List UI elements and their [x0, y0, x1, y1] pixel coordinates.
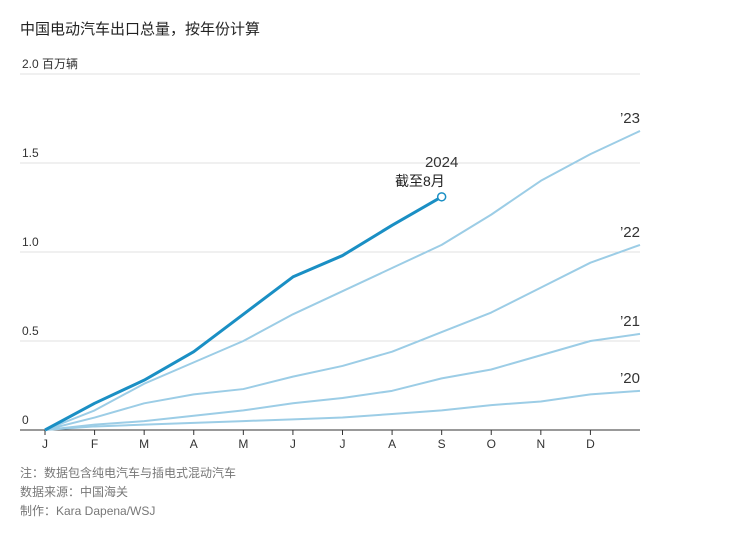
- chart-title: 中国电动汽车出口总量，按年份计算: [20, 20, 260, 38]
- y-tick-label: 0.5: [22, 324, 39, 338]
- y-tick-label: 0: [22, 413, 29, 427]
- series-label: ’23: [620, 110, 640, 127]
- end-marker: [436, 192, 447, 202]
- x-tick-label: M: [139, 437, 149, 451]
- series-label: ’22: [620, 224, 640, 241]
- note: 制作：Kara Dapena/WSJ: [20, 504, 155, 518]
- y-tick-label: 1.5: [22, 146, 39, 160]
- x-tick-label: M: [238, 437, 248, 451]
- note: 数据来源：中国海关: [20, 484, 128, 499]
- series-line: [44, 243, 641, 431]
- series-label: ’20: [620, 370, 640, 387]
- x-tick-label: S: [438, 437, 446, 451]
- x-tick-label: A: [388, 437, 396, 451]
- note: 注：数据包含纯电汽车与插电式混动汽车: [20, 465, 236, 480]
- series-label: ’21: [620, 313, 640, 330]
- series-line: [44, 195, 443, 432]
- x-tick-label: D: [586, 437, 595, 451]
- series-label: 2024: [425, 154, 458, 171]
- x-tick-label: A: [190, 437, 198, 451]
- x-tick-label: F: [91, 437, 98, 451]
- y-tick-label: 2.0 百万辆: [22, 57, 78, 71]
- y-tick-label: 1.0: [22, 235, 39, 249]
- x-tick-label: J: [42, 437, 48, 451]
- series-line: [44, 332, 641, 431]
- x-tick-label: J: [340, 437, 346, 451]
- series-line: [44, 130, 641, 431]
- annotation: 截至8月: [395, 173, 445, 189]
- x-tick-label: O: [487, 437, 496, 451]
- x-tick-label: N: [536, 437, 545, 451]
- x-tick-label: J: [290, 437, 296, 451]
- series-line: [44, 389, 641, 431]
